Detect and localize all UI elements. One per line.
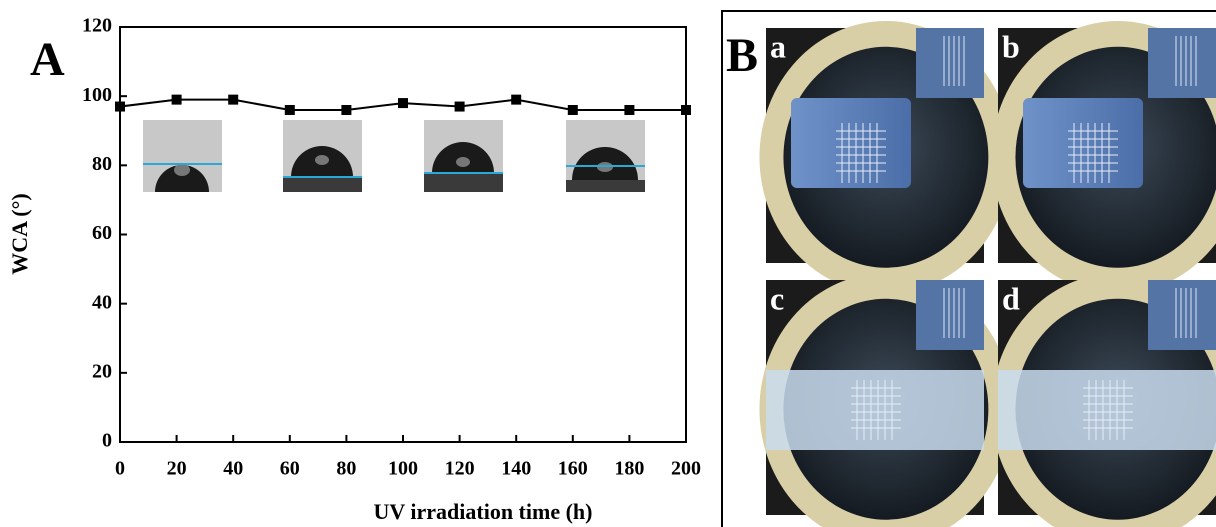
y-tick-label: 40 <box>92 291 112 313</box>
data-point <box>681 105 691 115</box>
data-point <box>228 95 238 105</box>
data-point <box>172 95 182 105</box>
photos: a b c d <box>759 21 1216 527</box>
inset-photo <box>1148 280 1216 350</box>
panel-label: A <box>30 33 65 86</box>
y-tick-label: 20 <box>92 360 112 382</box>
droplet-inset <box>143 120 222 192</box>
inset-photo <box>1148 28 1216 98</box>
photo-label: c <box>770 280 784 316</box>
photo-label: d <box>1002 280 1020 316</box>
x-tick-label: 60 <box>280 458 300 480</box>
data-point <box>624 105 634 115</box>
photo: c <box>759 273 1012 527</box>
glass-slide <box>1023 98 1143 188</box>
x-tick-label: 0 <box>115 458 125 480</box>
photo: d <box>991 273 1216 527</box>
figure: A UV irradiation time (h) WCA (°) B a b c d… <box>0 0 1216 527</box>
droplet-insets <box>143 120 645 192</box>
glass-slide <box>998 370 1216 450</box>
droplet-inset <box>424 120 503 192</box>
inset-photo <box>916 28 984 98</box>
photo-label: a <box>770 28 786 64</box>
x-tick-label: 160 <box>558 458 588 480</box>
data-point <box>511 95 521 105</box>
data-point <box>398 98 408 108</box>
x-tick-label: 140 <box>501 458 531 480</box>
data-point <box>455 102 465 112</box>
x-tick-label: 40 <box>223 458 243 480</box>
data-point <box>115 102 125 112</box>
y-tick-label: 120 <box>82 15 112 37</box>
panel-label: B <box>726 29 758 82</box>
photo: a <box>759 21 1012 294</box>
y-tick-label: 60 <box>92 222 112 244</box>
y-tick-label: 100 <box>82 84 112 106</box>
data-point <box>341 105 351 115</box>
glass-slide <box>766 370 984 450</box>
photo-label: b <box>1002 28 1020 64</box>
x-tick-label: 200 <box>671 458 701 480</box>
droplet-inset <box>283 120 362 192</box>
x-axis-label: UV irradiation time (h) <box>374 499 593 524</box>
data-point <box>568 105 578 115</box>
y-tick-label: 80 <box>92 153 112 175</box>
data-point <box>285 105 295 115</box>
x-tick-label: 20 <box>167 458 187 480</box>
plot-frame <box>120 27 686 442</box>
glass-slide <box>791 98 911 188</box>
droplet-inset <box>566 120 645 192</box>
x-tick-label: 120 <box>445 458 475 480</box>
x-tick-label: 180 <box>614 458 644 480</box>
x-tick-label: 100 <box>388 458 418 480</box>
x-tick-label: 80 <box>336 458 356 480</box>
inset-photo <box>916 280 984 350</box>
photo: b <box>991 21 1216 294</box>
y-axis-label: WCA (°) <box>7 193 32 275</box>
y-tick-label: 0 <box>102 430 112 452</box>
